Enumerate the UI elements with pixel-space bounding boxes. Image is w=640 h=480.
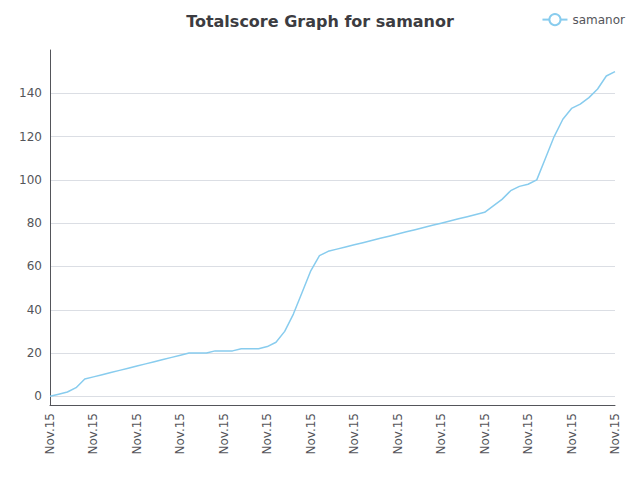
svg-text:Nov.15: Nov.15: [434, 413, 448, 455]
svg-text:Nov.15: Nov.15: [347, 413, 361, 455]
svg-text:0: 0: [34, 389, 42, 403]
svg-text:80: 80: [27, 216, 42, 230]
svg-text:Nov.15: Nov.15: [173, 413, 187, 455]
svg-text:Nov.15: Nov.15: [217, 413, 231, 455]
svg-text:Nov.15: Nov.15: [260, 413, 274, 455]
svg-text:Nov.15: Nov.15: [565, 413, 579, 455]
svg-text:Nov.15: Nov.15: [521, 413, 535, 455]
svg-text:20: 20: [27, 346, 42, 360]
svg-text:140: 140: [19, 86, 42, 100]
svg-text:Nov.15: Nov.15: [86, 413, 100, 455]
svg-text:Nov.15: Nov.15: [478, 413, 492, 455]
svg-text:Nov.15: Nov.15: [43, 413, 57, 455]
svg-text:samanor: samanor: [572, 13, 625, 27]
svg-text:Nov.15: Nov.15: [130, 413, 144, 455]
svg-text:40: 40: [27, 303, 42, 317]
svg-text:100: 100: [19, 173, 42, 187]
svg-text:Nov.15: Nov.15: [304, 413, 318, 455]
svg-text:Nov.15: Nov.15: [391, 413, 405, 455]
svg-text:Nov.15: Nov.15: [608, 413, 622, 455]
svg-text:60: 60: [27, 259, 42, 273]
svg-text:Totalscore Graph for samanor: Totalscore Graph for samanor: [186, 12, 454, 31]
svg-text:120: 120: [19, 130, 42, 144]
